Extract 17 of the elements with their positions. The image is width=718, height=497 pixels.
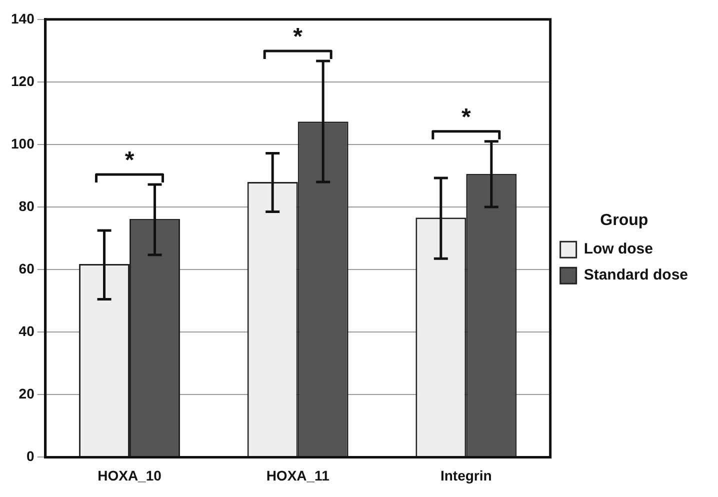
y-tick-label: 40 [18, 322, 35, 339]
legend-label: Standard dose [584, 266, 688, 284]
y-tick-label: 100 [11, 135, 35, 152]
y-tick-label: 20 [18, 386, 35, 402]
legend-title: Group [600, 212, 648, 229]
y-tick-label: 60 [18, 260, 35, 276]
legend-label: Low dose [584, 240, 653, 258]
y-tick-label: 120 [11, 72, 35, 89]
annotation: * [461, 104, 472, 131]
annotation: * [293, 24, 304, 51]
y-tick-label: 0 [26, 448, 35, 464]
x-tick-label: HOXA_10 [98, 467, 162, 484]
x-tick-label: Integrin [440, 467, 492, 484]
annotation: * [124, 147, 135, 174]
y-tick-label: 140 [11, 10, 35, 26]
x-tick-label: HOXA_11 [266, 467, 330, 484]
y-tick-label: 80 [18, 198, 35, 214]
